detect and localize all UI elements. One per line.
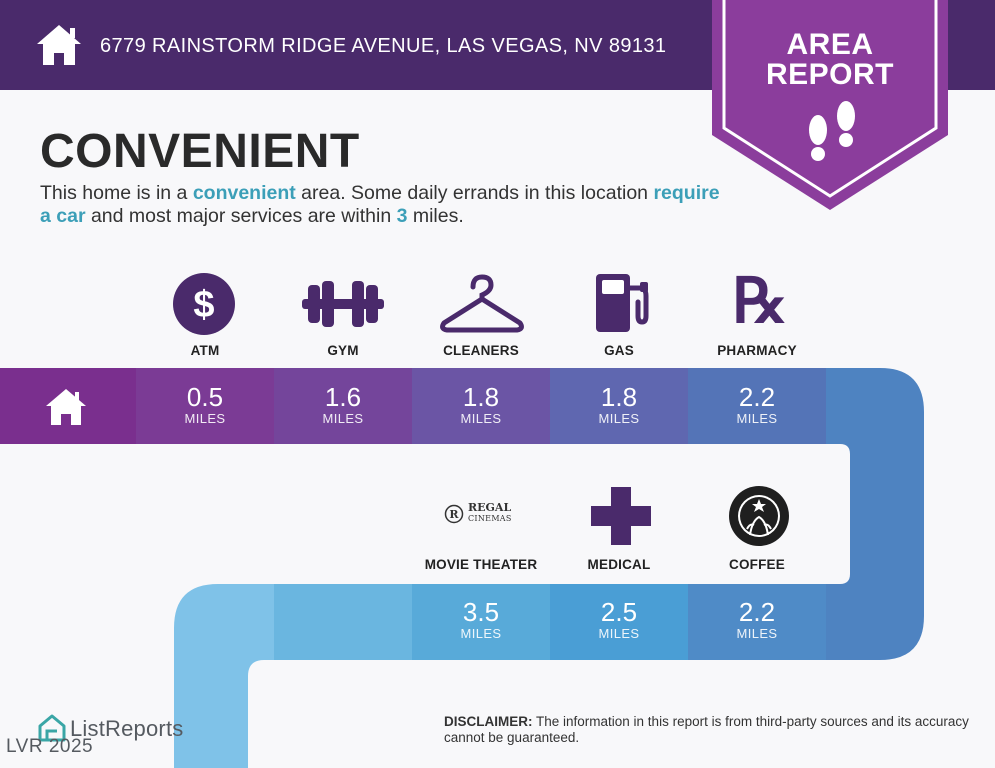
category-label-gas: GAS (604, 343, 634, 358)
distance-cleaners: 1.8 MILES (460, 382, 502, 426)
category-label-medical: MEDICAL (587, 557, 651, 572)
distance-coffee: 2.2 MILES (736, 597, 778, 641)
page-title: CONVENIENT (40, 125, 360, 178)
starbucks-logo (729, 486, 789, 546)
rx-icon: ℞ (732, 264, 788, 337)
medical-cross-icon (591, 487, 651, 545)
mls-watermark: LVR 2025 (6, 736, 94, 757)
distance-gym: 1.6 MILES (322, 382, 364, 426)
dumbbell-icon (302, 281, 384, 327)
regal-crest-icon: R (444, 504, 464, 524)
home-start-icon (46, 389, 86, 425)
summary-text: This home is in a convenient area. Some … (40, 182, 720, 227)
category-label-atm: ATM (190, 343, 220, 358)
category-label-movie-theater: MOVIE THEATER (424, 557, 538, 572)
regal-logo-line1: REGAL (468, 501, 512, 514)
footprints-icon (809, 101, 855, 161)
distance-atm: 0.5 MILES (184, 382, 226, 426)
listreports-logo-icon (38, 714, 66, 742)
regal-logo-line2: CINEMAS (468, 514, 512, 523)
dollar-icon: $ (173, 273, 235, 335)
hanger-icon (440, 274, 524, 333)
area-report-badge (712, 0, 948, 210)
property-address: 6779 RAINSTORM RIDGE AVENUE, LAS VEGAS, … (100, 35, 667, 57)
category-label-gym: GYM (327, 343, 359, 358)
listreports-brand: ListReports (70, 716, 184, 741)
svg-text:$: $ (193, 284, 214, 326)
distance-movie-theater: 3.5 MILES (460, 597, 502, 641)
distance-pharmacy: 2.2 MILES (736, 382, 778, 426)
category-label-cleaners: CLEANERS (443, 343, 519, 358)
category-label-pharmacy: PHARMACY (717, 343, 797, 358)
home-icon (37, 25, 81, 65)
distance-medical: 2.5 MILES (598, 597, 640, 641)
badge-title: AREA REPORT (765, 28, 894, 91)
gas-pump-icon (596, 274, 649, 332)
category-label-coffee: COFFEE (729, 557, 785, 572)
regal-logo: R REGAL CINEMAS (444, 502, 524, 528)
svg-text:R: R (449, 508, 459, 521)
distance-gas: 1.8 MILES (598, 382, 640, 426)
disclaimer-text: DISCLAIMER: The information in this repo… (444, 714, 969, 745)
